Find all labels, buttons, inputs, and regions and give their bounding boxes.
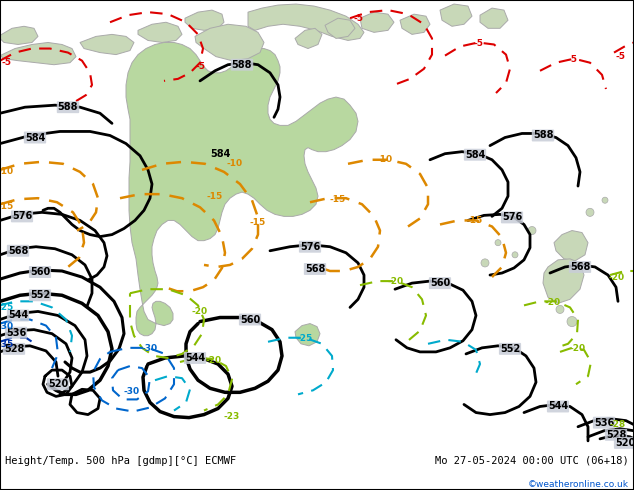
Text: Height/Temp. 500 hPa [gdmp][°C] ECMWF: Height/Temp. 500 hPa [gdmp][°C] ECMWF xyxy=(5,456,236,466)
Text: 520: 520 xyxy=(615,438,634,448)
Text: 544: 544 xyxy=(548,401,568,412)
Text: -20: -20 xyxy=(388,277,404,286)
Text: -5: -5 xyxy=(353,14,363,23)
Text: 528: 528 xyxy=(4,344,24,354)
Text: -28: -28 xyxy=(610,420,626,429)
Text: -10: -10 xyxy=(0,168,14,176)
Text: 568: 568 xyxy=(8,246,28,256)
Text: -10: -10 xyxy=(227,159,243,168)
Text: -5: -5 xyxy=(615,52,625,61)
Text: -30: -30 xyxy=(142,344,158,353)
Circle shape xyxy=(556,305,564,314)
Polygon shape xyxy=(554,231,588,261)
Text: -23: -23 xyxy=(224,412,240,421)
Text: -30: -30 xyxy=(124,387,140,396)
Text: -5: -5 xyxy=(1,58,11,67)
Text: 544: 544 xyxy=(185,353,205,363)
Text: 528: 528 xyxy=(606,430,626,440)
Text: 576: 576 xyxy=(502,212,522,222)
Text: 568: 568 xyxy=(305,264,325,274)
Text: -5: -5 xyxy=(473,39,483,48)
Circle shape xyxy=(586,208,594,217)
Text: -20: -20 xyxy=(206,357,222,366)
Text: 520: 520 xyxy=(48,379,68,389)
Polygon shape xyxy=(543,259,584,303)
Text: ©weatheronline.co.uk: ©weatheronline.co.uk xyxy=(528,480,629,489)
Text: -15: -15 xyxy=(467,216,483,225)
Polygon shape xyxy=(0,43,76,65)
Text: Mo 27-05-2024 00:00 UTC (06+18): Mo 27-05-2024 00:00 UTC (06+18) xyxy=(435,456,629,466)
Text: 536: 536 xyxy=(6,328,26,338)
Circle shape xyxy=(567,317,577,327)
Polygon shape xyxy=(126,43,358,336)
Circle shape xyxy=(481,259,489,267)
Text: 552: 552 xyxy=(30,290,50,300)
Text: -25: -25 xyxy=(0,303,14,312)
Polygon shape xyxy=(400,14,430,34)
Text: -20: -20 xyxy=(545,298,561,307)
Text: 560: 560 xyxy=(30,267,50,277)
Text: -10: -10 xyxy=(377,155,393,164)
Polygon shape xyxy=(80,34,134,54)
Text: 568: 568 xyxy=(570,262,590,272)
Polygon shape xyxy=(248,4,364,41)
Polygon shape xyxy=(195,24,264,61)
Text: 576: 576 xyxy=(12,211,32,221)
Polygon shape xyxy=(325,18,355,38)
Text: -15: -15 xyxy=(0,202,14,211)
Text: 560: 560 xyxy=(240,315,260,324)
Text: 552: 552 xyxy=(500,344,520,354)
Polygon shape xyxy=(480,8,508,28)
Circle shape xyxy=(602,197,608,203)
Polygon shape xyxy=(0,26,38,45)
Circle shape xyxy=(495,240,501,245)
Text: 584: 584 xyxy=(25,132,45,143)
Text: -20: -20 xyxy=(609,272,625,282)
Text: 584: 584 xyxy=(210,148,230,159)
Text: -25: -25 xyxy=(297,334,313,343)
Text: -30: -30 xyxy=(0,322,14,331)
Polygon shape xyxy=(360,12,394,32)
Text: 544: 544 xyxy=(8,311,28,320)
Polygon shape xyxy=(295,323,320,346)
Text: -20: -20 xyxy=(570,344,586,353)
Text: -35: -35 xyxy=(0,341,14,349)
Polygon shape xyxy=(138,22,182,43)
Text: -15: -15 xyxy=(330,195,346,204)
Polygon shape xyxy=(295,28,322,49)
Polygon shape xyxy=(440,4,472,26)
Text: 576: 576 xyxy=(300,242,320,252)
Text: -5: -5 xyxy=(567,55,577,64)
Text: -15: -15 xyxy=(250,218,266,227)
Text: 560: 560 xyxy=(430,278,450,288)
Text: 588: 588 xyxy=(58,102,78,112)
Text: 588: 588 xyxy=(533,130,553,141)
Text: 536: 536 xyxy=(594,417,614,428)
Text: 588: 588 xyxy=(232,60,252,70)
Text: 584: 584 xyxy=(465,150,485,160)
Circle shape xyxy=(528,226,536,235)
Polygon shape xyxy=(185,10,224,30)
Text: -5: -5 xyxy=(195,62,205,71)
Text: -15: -15 xyxy=(207,192,223,201)
Text: -20: -20 xyxy=(192,307,208,316)
Circle shape xyxy=(512,252,518,258)
